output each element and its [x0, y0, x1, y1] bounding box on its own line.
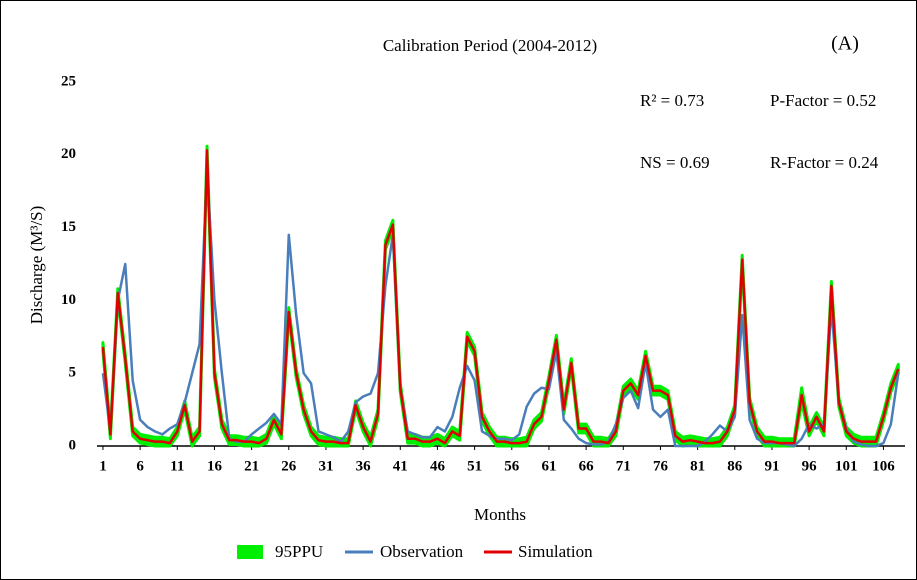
- panel-label: (A): [831, 33, 859, 55]
- x-tick-label: 16: [207, 458, 223, 474]
- x-tick-label: 31: [318, 458, 333, 474]
- x-tick-label: 51: [467, 458, 482, 474]
- x-tick-label: 66: [579, 458, 595, 474]
- legend-label: 95PPU: [275, 542, 323, 561]
- x-tick-label: 56: [504, 458, 520, 474]
- annotation: P-Factor = 0.52: [770, 91, 876, 110]
- legend-label: Observation: [380, 542, 464, 561]
- x-tick-label: 6: [136, 458, 144, 474]
- x-tick-label: 101: [835, 458, 858, 474]
- x-axis-label: Months: [474, 505, 526, 524]
- y-tick-label: 15: [61, 219, 76, 235]
- y-tick-label: 25: [61, 73, 76, 89]
- x-tick-label: 41: [393, 458, 408, 474]
- chart-title: Calibration Period (2004-2012): [383, 36, 597, 55]
- x-tick-label: 21: [244, 458, 259, 474]
- y-tick-label: 5: [69, 365, 77, 381]
- x-tick-label: 91: [764, 458, 779, 474]
- annotation: R² = 0.73: [640, 91, 704, 110]
- x-tick-label: 76: [653, 458, 669, 474]
- legend-label: Simulation: [518, 542, 593, 561]
- legend-swatch: [237, 545, 263, 559]
- x-tick-label: 36: [356, 458, 372, 474]
- x-tick-label: 61: [541, 458, 556, 474]
- x-tick-label: 86: [727, 458, 743, 474]
- y-tick-label: 0: [69, 437, 77, 453]
- y-tick-label: 10: [61, 292, 76, 308]
- x-tick-label: 26: [281, 458, 297, 474]
- x-tick-label: 1: [99, 458, 107, 474]
- y-axis-label: Discharge (M³/S): [27, 206, 46, 325]
- series-line: [101, 149, 900, 445]
- annotation: NS = 0.69: [640, 153, 710, 172]
- x-tick-label: 46: [430, 458, 446, 474]
- x-tick-label: 11: [170, 458, 184, 474]
- annotation: R-Factor = 0.24: [770, 153, 879, 172]
- x-tick-label: 96: [802, 458, 818, 474]
- y-tick-label: 20: [61, 146, 76, 162]
- x-tick-label: 106: [872, 458, 895, 474]
- x-tick-label: 81: [690, 458, 705, 474]
- x-tick-label: 71: [616, 458, 631, 474]
